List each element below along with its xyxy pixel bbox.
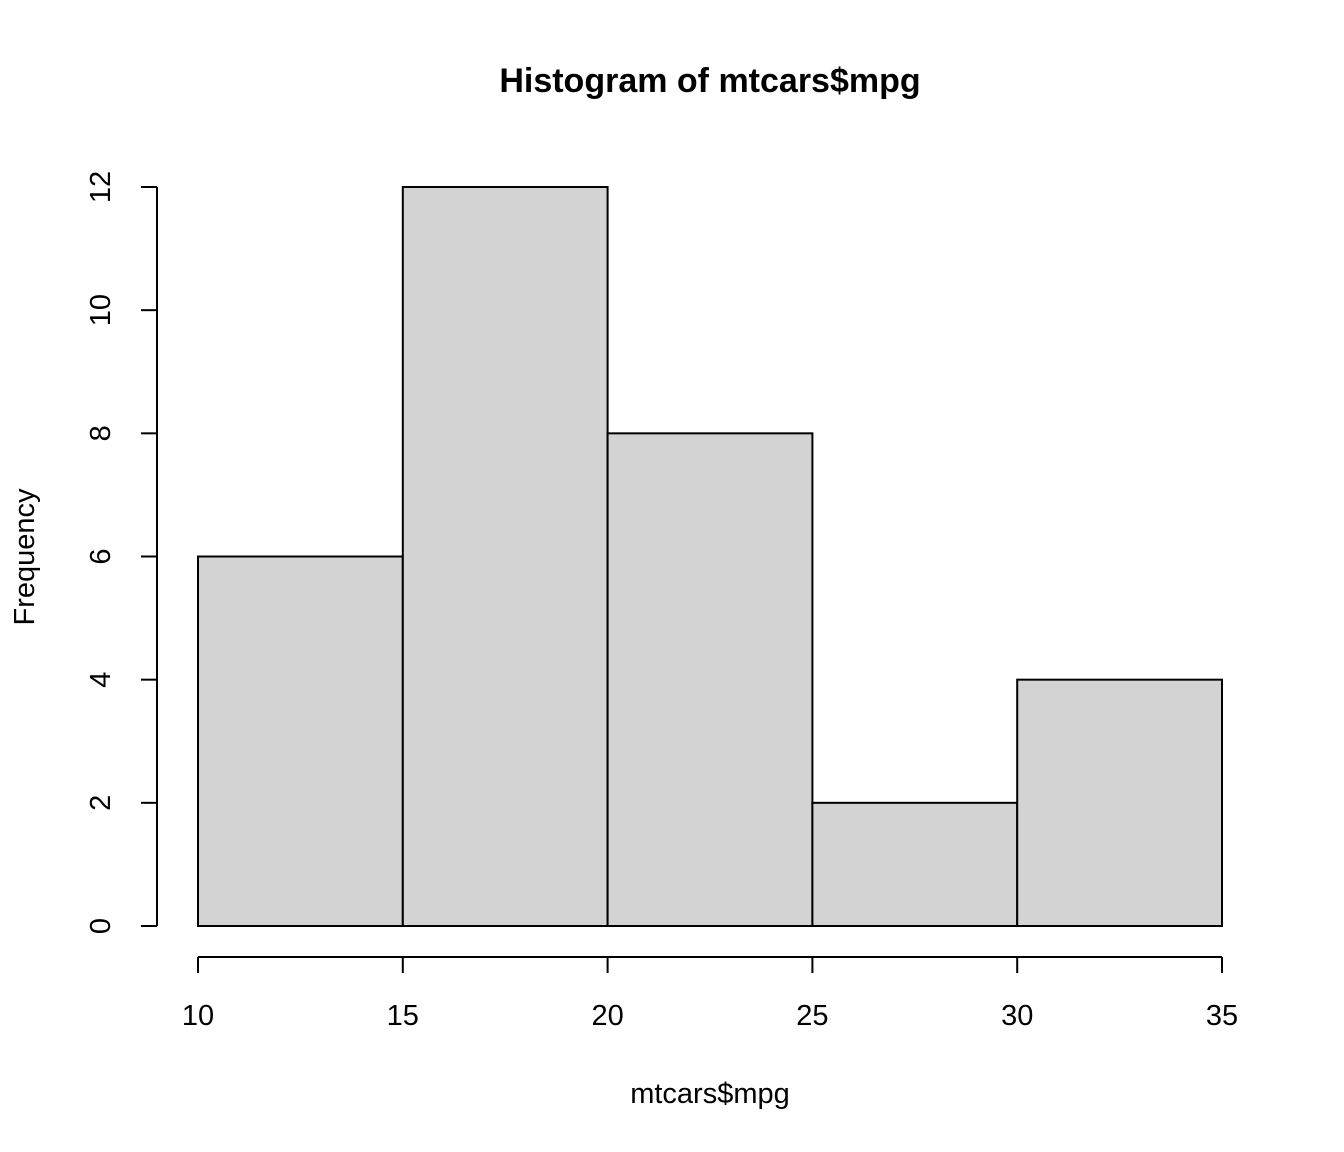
histogram-bar-1 <box>401 186 609 927</box>
y-axis-label: Frequency <box>9 488 41 626</box>
histogram-bar-3 <box>811 801 1019 927</box>
y-tick-label: 8 <box>85 425 117 441</box>
y-tick-label: 10 <box>85 294 117 326</box>
histogram-bar-2 <box>606 432 814 927</box>
y-tick-label: 12 <box>85 171 117 203</box>
x-tick-label: 15 <box>387 1000 419 1032</box>
y-tick-label: 4 <box>85 672 117 688</box>
x-tick-label: 20 <box>591 1000 623 1032</box>
y-tick-label: 2 <box>85 795 117 811</box>
histogram-bar-0 <box>197 555 404 927</box>
y-tick-label: 0 <box>85 918 117 934</box>
x-tick-label: 30 <box>1001 1000 1033 1032</box>
histogram-bar-4 <box>1016 678 1224 928</box>
x-axis: 10 15 20 25 30 35 <box>182 956 1238 1032</box>
histogram-bars <box>197 186 1224 928</box>
x-tick-label: 25 <box>796 1000 828 1032</box>
y-axis: 0 2 4 6 8 10 12 <box>85 171 158 934</box>
y-tick-label: 6 <box>85 548 117 564</box>
x-axis-label: mtcars$mpg <box>630 1078 790 1110</box>
chart-title: Histogram of mtcars$mpg <box>499 62 920 100</box>
x-tick-label: 35 <box>1206 1000 1238 1032</box>
x-tick-label: 10 <box>182 1000 214 1032</box>
